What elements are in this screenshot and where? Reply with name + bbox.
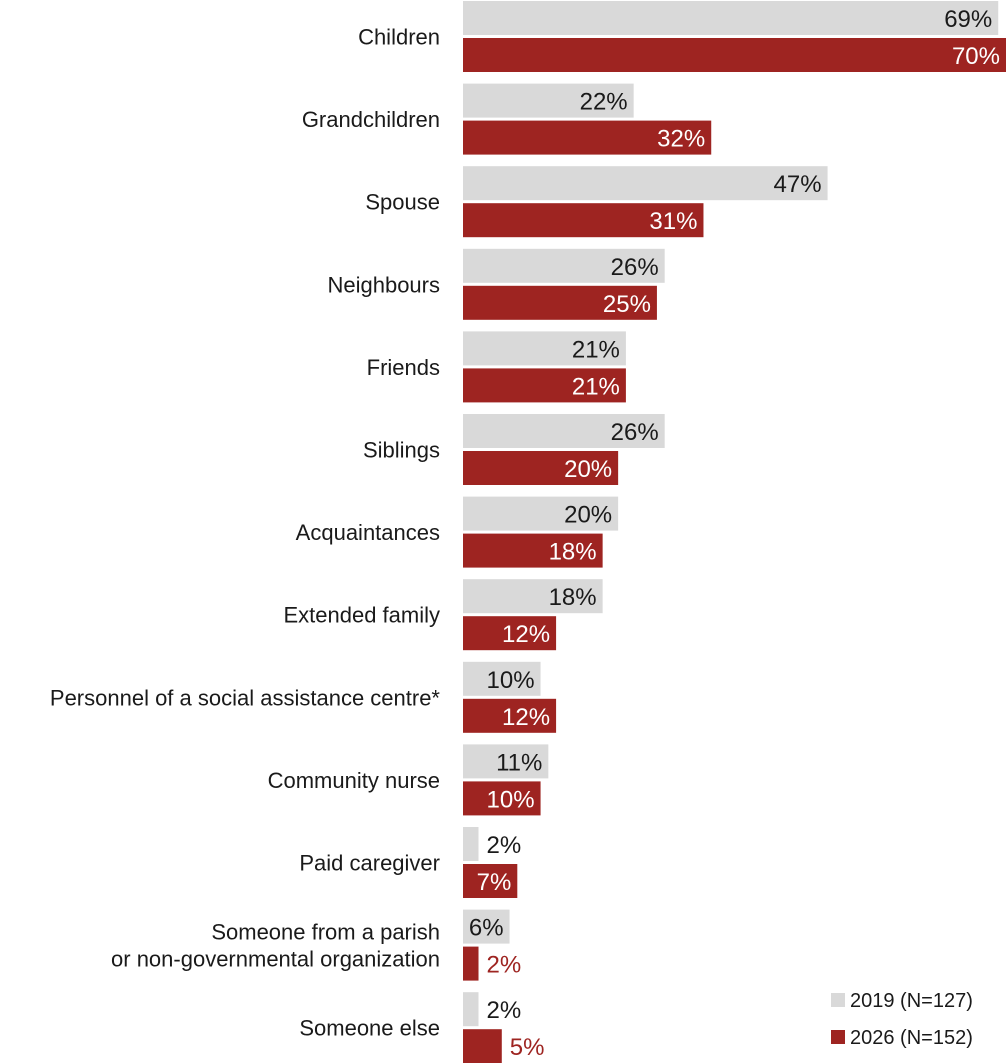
category-label: Community nurse <box>268 768 440 793</box>
value-label-2019: 18% <box>549 584 597 611</box>
category-label: Paid caregiver <box>299 851 440 876</box>
bar-2019 <box>463 414 665 448</box>
value-labels: 69% 70% 22% 32% 47% 31% 26% 25% 21% 21% 26% 20% 20% 1… <box>469 6 1000 1061</box>
bar-2019 <box>463 579 603 614</box>
value-label-2019: 20% <box>564 502 612 529</box>
bar-2019 <box>463 83 634 118</box>
legend-swatch <box>831 993 845 1007</box>
value-label-2026: 70% <box>952 43 1000 70</box>
legend-label: 2019 (N=127) <box>850 990 973 1012</box>
value-label-2019: 47% <box>774 171 822 198</box>
bar-2026 <box>463 946 479 981</box>
value-label-2019: 2% <box>487 997 522 1024</box>
bar-2026 <box>463 120 712 155</box>
category-label: Siblings <box>363 438 440 463</box>
bar-2019 <box>463 661 541 696</box>
legend-label: 2026 (N=152) <box>850 1027 973 1049</box>
value-label-2019: 69% <box>944 6 992 33</box>
bar-2019 <box>463 248 665 283</box>
value-label-2019: 21% <box>572 336 620 363</box>
category-label: Extended family <box>283 603 440 628</box>
category-label: Someone else <box>299 1016 440 1041</box>
value-label-2019: 26% <box>611 254 659 281</box>
bar-2026 <box>463 368 626 403</box>
category-label: Grandchildren <box>302 107 440 132</box>
bar-2019 <box>463 496 619 531</box>
value-label-2026: 12% <box>502 704 550 731</box>
value-label-2026: 21% <box>572 373 620 400</box>
bar-2019 <box>463 331 626 366</box>
bar-2026 <box>463 533 603 568</box>
category-labels: Children Grandchildren Spouse Neighbours Fri… <box>50 25 441 1041</box>
bar-2026 <box>463 203 704 238</box>
value-label-2026: 12% <box>502 621 550 648</box>
value-label-2026: 25% <box>603 291 651 318</box>
bar-2026 <box>463 698 557 733</box>
category-label: Neighbours <box>327 272 440 297</box>
value-label-2026: 7% <box>477 869 512 896</box>
category-label: Children <box>358 25 440 50</box>
value-label-2019: 6% <box>469 915 504 942</box>
value-label-2026: 10% <box>487 786 535 813</box>
value-label-2026: 32% <box>657 126 705 153</box>
bar-2026 <box>463 781 541 816</box>
category-label: or non-governmental organization <box>111 947 440 972</box>
bar-2026 <box>463 616 557 651</box>
value-label-2026: 18% <box>549 539 597 566</box>
bar-2019 <box>463 744 549 779</box>
bar-2019 <box>463 166 828 201</box>
bar-2026 <box>463 38 1006 72</box>
value-label-2019: 11% <box>496 749 542 776</box>
category-label: Spouse <box>365 190 440 215</box>
bars <box>463 1 1006 1063</box>
bar-2019 <box>463 1 999 35</box>
value-label-2019: 26% <box>611 419 659 446</box>
bar-2026 <box>463 451 619 485</box>
bar-2026 <box>463 1029 502 1063</box>
category-label: Someone from a parish <box>211 920 440 945</box>
value-label-2026: 31% <box>649 208 697 235</box>
category-label: Friends <box>367 355 440 380</box>
bar-2026 <box>463 285 657 320</box>
value-label-2019: 10% <box>487 667 535 694</box>
value-label-2019: 22% <box>580 89 628 116</box>
legend-swatch <box>831 1030 845 1044</box>
value-label-2026: 2% <box>487 952 522 979</box>
value-label-2026: 5% <box>510 1034 545 1061</box>
bar-2019 <box>463 909 510 944</box>
value-label-2019: 2% <box>487 832 522 859</box>
category-label: Acquaintances <box>296 520 440 545</box>
category-label: Personnel of a social assistance centre* <box>50 685 441 710</box>
value-label-2026: 20% <box>564 456 612 483</box>
bar-2019 <box>463 992 479 1027</box>
legend: 2019 (N=127) 2026 (N=152) <box>831 990 973 1049</box>
bar-2026 <box>463 864 518 898</box>
bar-2019 <box>463 827 479 861</box>
